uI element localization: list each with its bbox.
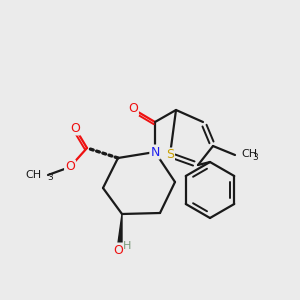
Text: 3: 3 [47,173,53,182]
Text: O: O [128,103,138,116]
Text: O: O [65,160,75,173]
Text: N: N [150,146,160,158]
Text: S: S [166,148,174,161]
Text: O: O [113,244,123,256]
Text: H: H [123,241,131,251]
Text: CH: CH [241,149,257,159]
Text: 3: 3 [252,154,258,163]
Text: CH: CH [25,170,41,180]
Polygon shape [118,214,122,243]
Text: O: O [70,122,80,134]
